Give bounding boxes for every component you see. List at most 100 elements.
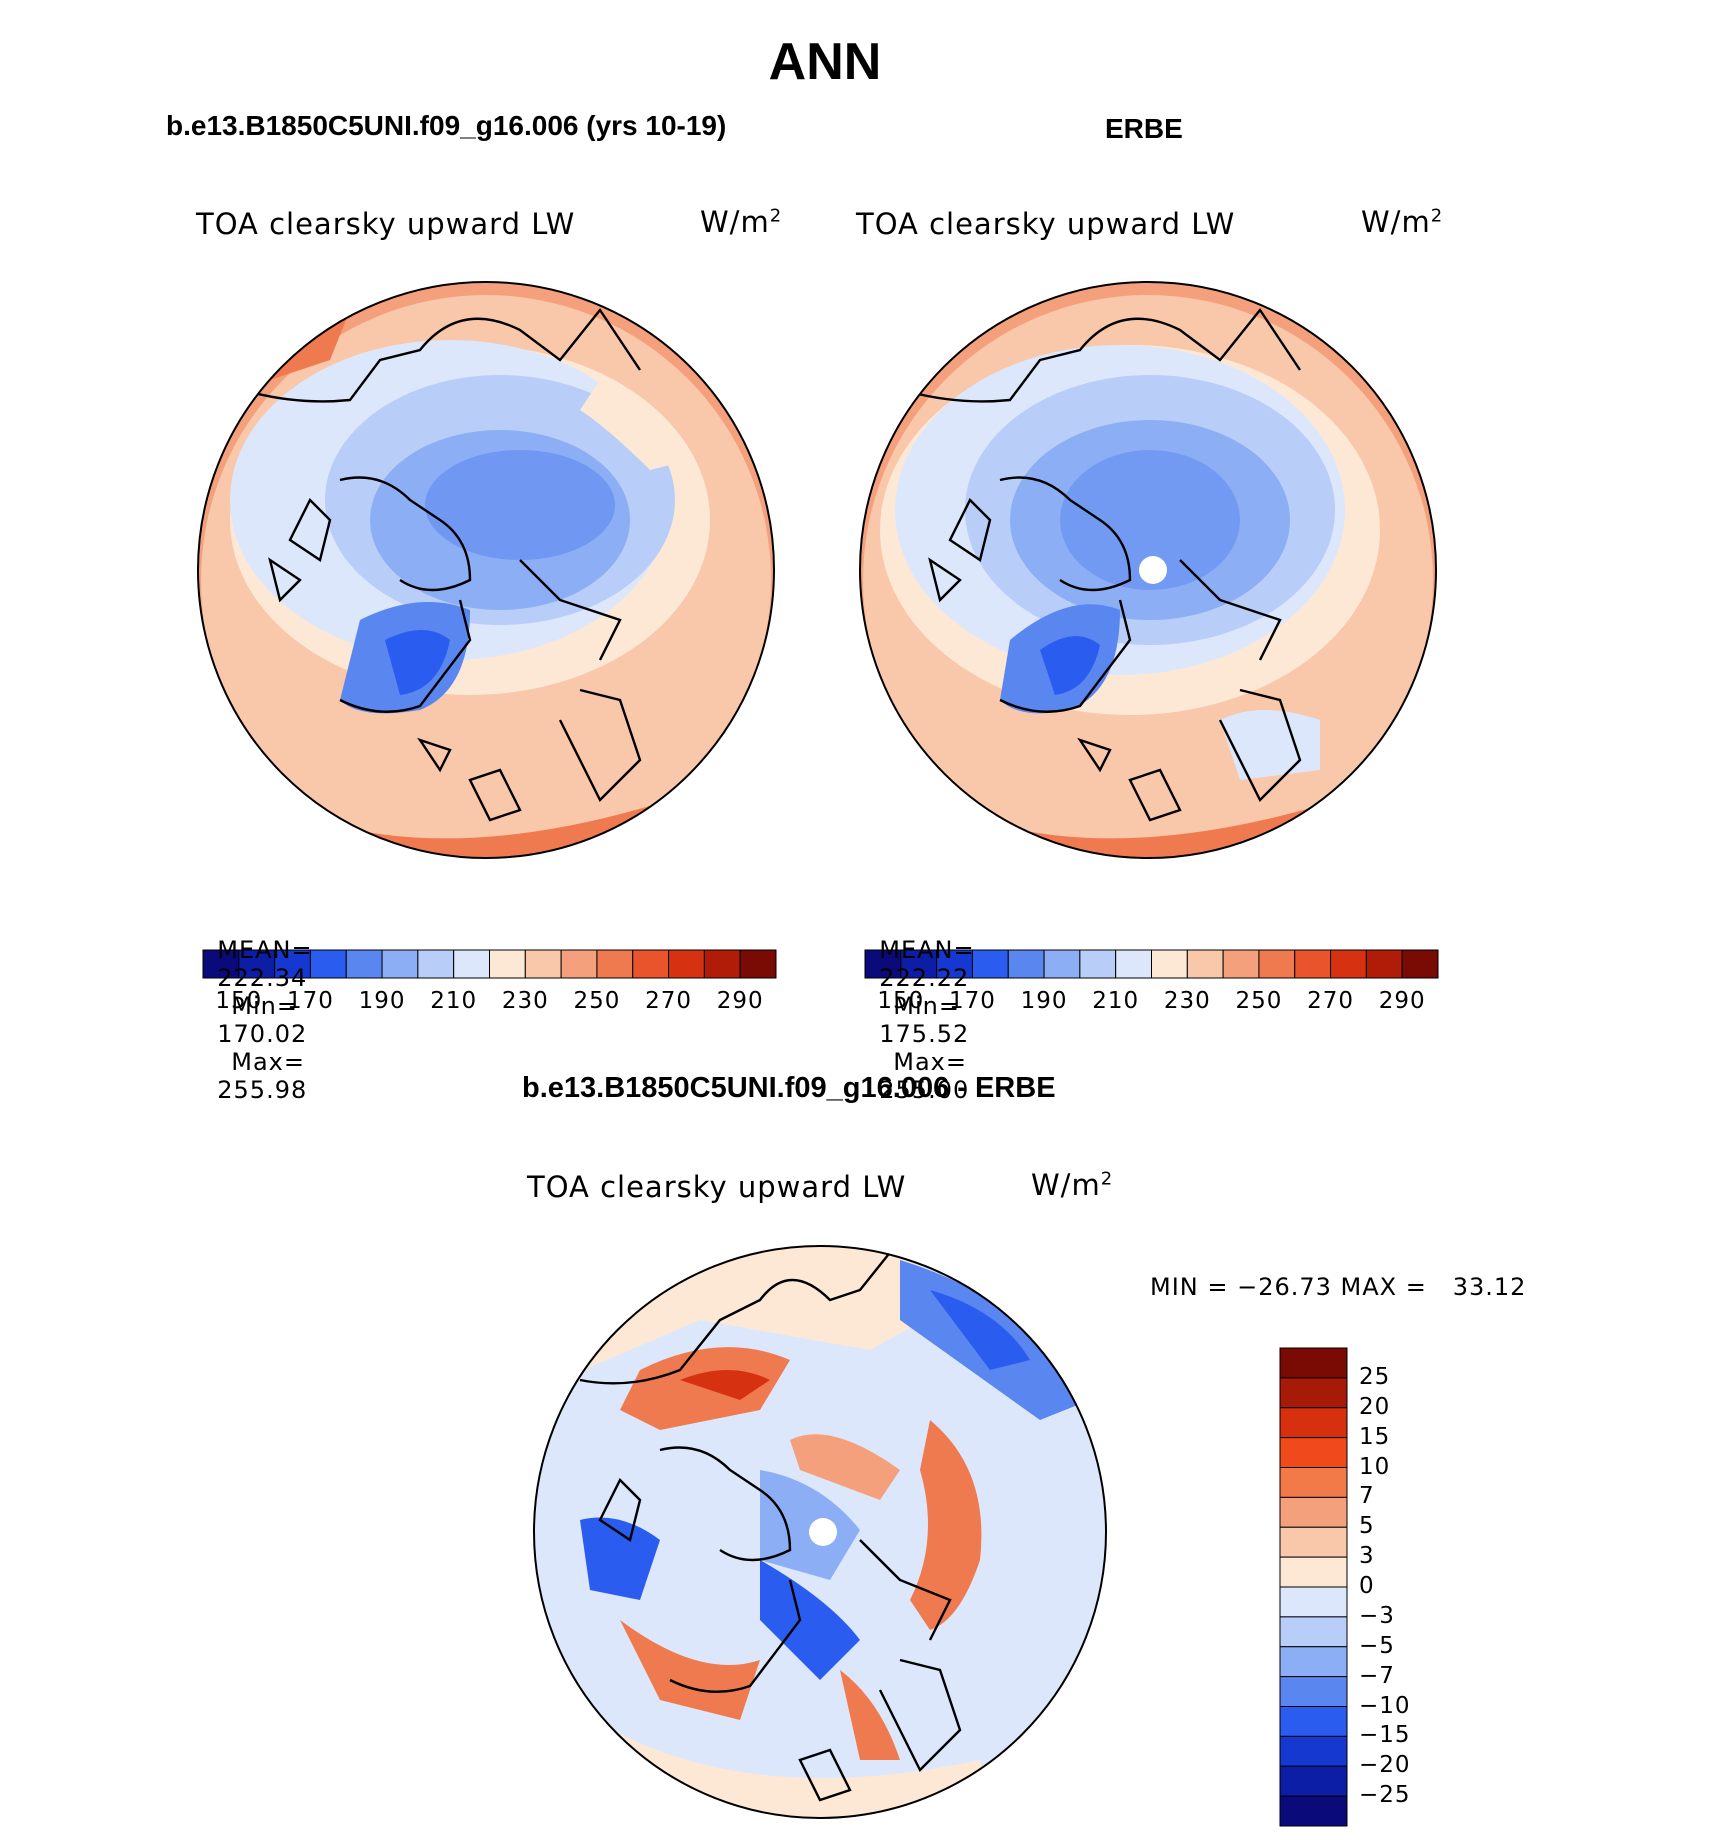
model-colorbar-swatch xyxy=(489,949,526,979)
obs-colorbar-swatch xyxy=(936,949,973,979)
obs-colorbar-swatch xyxy=(1079,949,1117,979)
diff-colorbar-tick-label: 15 xyxy=(1359,1423,1391,1450)
obs-units: W/m xyxy=(1361,205,1431,239)
diff-colorbar-tick-label: 5 xyxy=(1359,1513,1375,1540)
obs-colorbar xyxy=(864,949,1439,979)
obs-colorbar-swatch xyxy=(1401,949,1439,979)
diff-map-boundary xyxy=(533,1245,1107,1819)
obs-colorbar-tick-label: 210 xyxy=(1092,988,1140,1014)
diff-panel-title: b.e13.B1850C5UNI.f09_g16.006 - ERBE xyxy=(522,1072,1056,1104)
diff-colorbar-swatch xyxy=(1279,1765,1348,1797)
model-colorbar-swatch xyxy=(274,949,311,979)
diff-variable-label: TOA clearsky upward LW xyxy=(527,1170,907,1204)
diff-colorbar-swatch xyxy=(1279,1646,1348,1678)
model-colorbar-tick-label: 230 xyxy=(501,988,549,1014)
model-colorbar-swatch xyxy=(309,949,347,979)
diff-colorbar-swatch xyxy=(1279,1437,1348,1468)
model-colorbar-tick-label: 170 xyxy=(286,988,334,1014)
obs-mean-value: 222.22 xyxy=(879,964,970,992)
diff-colorbar-swatch xyxy=(1279,1496,1348,1528)
model-max-label: Max= xyxy=(231,1048,305,1076)
model-coastlines xyxy=(249,307,642,822)
model-colorbar-swatch xyxy=(668,949,705,979)
diff-colorbar-swatch xyxy=(1279,1676,1348,1707)
diff-coastlines xyxy=(579,1246,962,1802)
diff-colorbar-tick-label: −20 xyxy=(1359,1752,1411,1779)
diff-units-label: W/m2 xyxy=(1031,1168,1113,1202)
obs-mean-label: MEAN= xyxy=(879,936,975,964)
obs-colorbar-swatch xyxy=(864,949,902,979)
model-colorbar-swatch xyxy=(524,949,562,979)
obs-polar-map xyxy=(860,282,1436,858)
obs-colorbar-tick-label: 250 xyxy=(1235,988,1283,1014)
diff-colorbar-swatch xyxy=(1279,1467,1348,1498)
obs-colorbar-swatch xyxy=(900,949,938,979)
obs-colorbar-swatch xyxy=(971,949,1009,979)
obs-colorbar-swatch xyxy=(1365,949,1403,979)
model-max-value: 255.98 xyxy=(217,1076,308,1104)
obs-map-boundary xyxy=(859,281,1437,859)
model-colorbar-swatch xyxy=(560,949,598,979)
diff-units-sup: 2 xyxy=(1100,1168,1114,1190)
obs-colorbar-swatch xyxy=(1186,949,1224,979)
model-min-value: 170.02 xyxy=(217,1020,308,1048)
obs-colorbar-tick-label: 230 xyxy=(1163,988,1211,1014)
diff-colorbar-tick-label: 7 xyxy=(1359,1483,1375,1510)
diff-minmax: MIN = −26.73 MAX = 33.12 xyxy=(1150,1273,1527,1301)
model-min-label: Min= xyxy=(231,992,298,1020)
obs-min-value: 175.52 xyxy=(879,1020,970,1048)
model-colorbar xyxy=(202,949,777,979)
model-colorbar-swatch xyxy=(596,949,634,979)
obs-min-label: Min= xyxy=(893,992,960,1020)
diff-colorbar-tick-label: −5 xyxy=(1359,1632,1395,1659)
model-colorbar-swatch xyxy=(739,949,777,979)
obs-colorbar-swatch xyxy=(1151,949,1188,979)
diff-colorbar-tick-label: −7 xyxy=(1359,1662,1395,1689)
model-mean-value: 222.34 xyxy=(217,964,308,992)
diff-colorbar-tick-label: 3 xyxy=(1359,1543,1375,1570)
diff-colorbar-tick-label: 10 xyxy=(1359,1453,1391,1480)
diff-colorbar-swatch xyxy=(1279,1526,1348,1558)
diff-colorbar-tick-label: 0 xyxy=(1359,1573,1375,1599)
diff-colorbar-swatch xyxy=(1279,1706,1348,1737)
model-colorbar-tick-label: 210 xyxy=(430,988,478,1014)
obs-colorbar-tick-label: 150 xyxy=(877,988,925,1014)
obs-panel-title: ERBE xyxy=(1105,113,1183,144)
model-colorbar-tick-label: 250 xyxy=(573,988,621,1014)
diff-colorbar-swatch xyxy=(1279,1795,1348,1827)
obs-colorbar-swatch xyxy=(1330,949,1367,979)
model-colorbar-swatch xyxy=(417,949,455,979)
diff-colorbar-swatch xyxy=(1279,1616,1348,1648)
model-colorbar-swatch xyxy=(202,949,240,979)
diff-colorbar xyxy=(1279,1347,1348,1827)
diff-colorbar-swatch xyxy=(1279,1407,1348,1439)
obs-max-label: Max= xyxy=(893,1048,967,1076)
diff-polar-map xyxy=(534,1246,1106,1818)
model-mean-label: MEAN= xyxy=(217,936,313,964)
model-colorbar-swatch xyxy=(381,949,419,979)
model-colorbar-tick-label: 290 xyxy=(716,988,764,1014)
diff-colorbar-swatch xyxy=(1279,1347,1348,1379)
model-colorbar-tick-label: 150 xyxy=(215,988,263,1014)
obs-colorbar-tick-label: 170 xyxy=(948,988,996,1014)
diff-colorbar-tick-label: 20 xyxy=(1359,1393,1391,1420)
obs-colorbar-swatch xyxy=(1294,949,1332,979)
diff-colorbar-swatch xyxy=(1279,1377,1348,1409)
obs-units-label: W/m2 xyxy=(1361,205,1443,239)
obs-coastlines xyxy=(909,307,1302,822)
obs-colorbar-tick-label: 190 xyxy=(1020,988,1068,1014)
obs-colorbar-swatch xyxy=(1258,949,1296,979)
obs-colorbar-swatch xyxy=(1043,949,1081,979)
model-units-label: W/m2 xyxy=(700,205,782,239)
model-stats: MEAN= 222.34 Min= 170.02 Max= 255.98 xyxy=(200,908,313,1104)
model-units: W/m xyxy=(700,205,770,239)
diff-colorbar-tick-label: −25 xyxy=(1359,1782,1411,1809)
diff-colorbar-tick-label: −10 xyxy=(1359,1692,1411,1719)
model-colorbar-swatch xyxy=(453,949,490,979)
obs-max-value: 255.00 xyxy=(879,1076,970,1104)
diff-colorbar-swatch xyxy=(1279,1735,1348,1767)
model-colorbar-swatch xyxy=(703,949,741,979)
model-units-sup: 2 xyxy=(769,205,783,227)
obs-colorbar-tick-label: 270 xyxy=(1307,988,1355,1014)
